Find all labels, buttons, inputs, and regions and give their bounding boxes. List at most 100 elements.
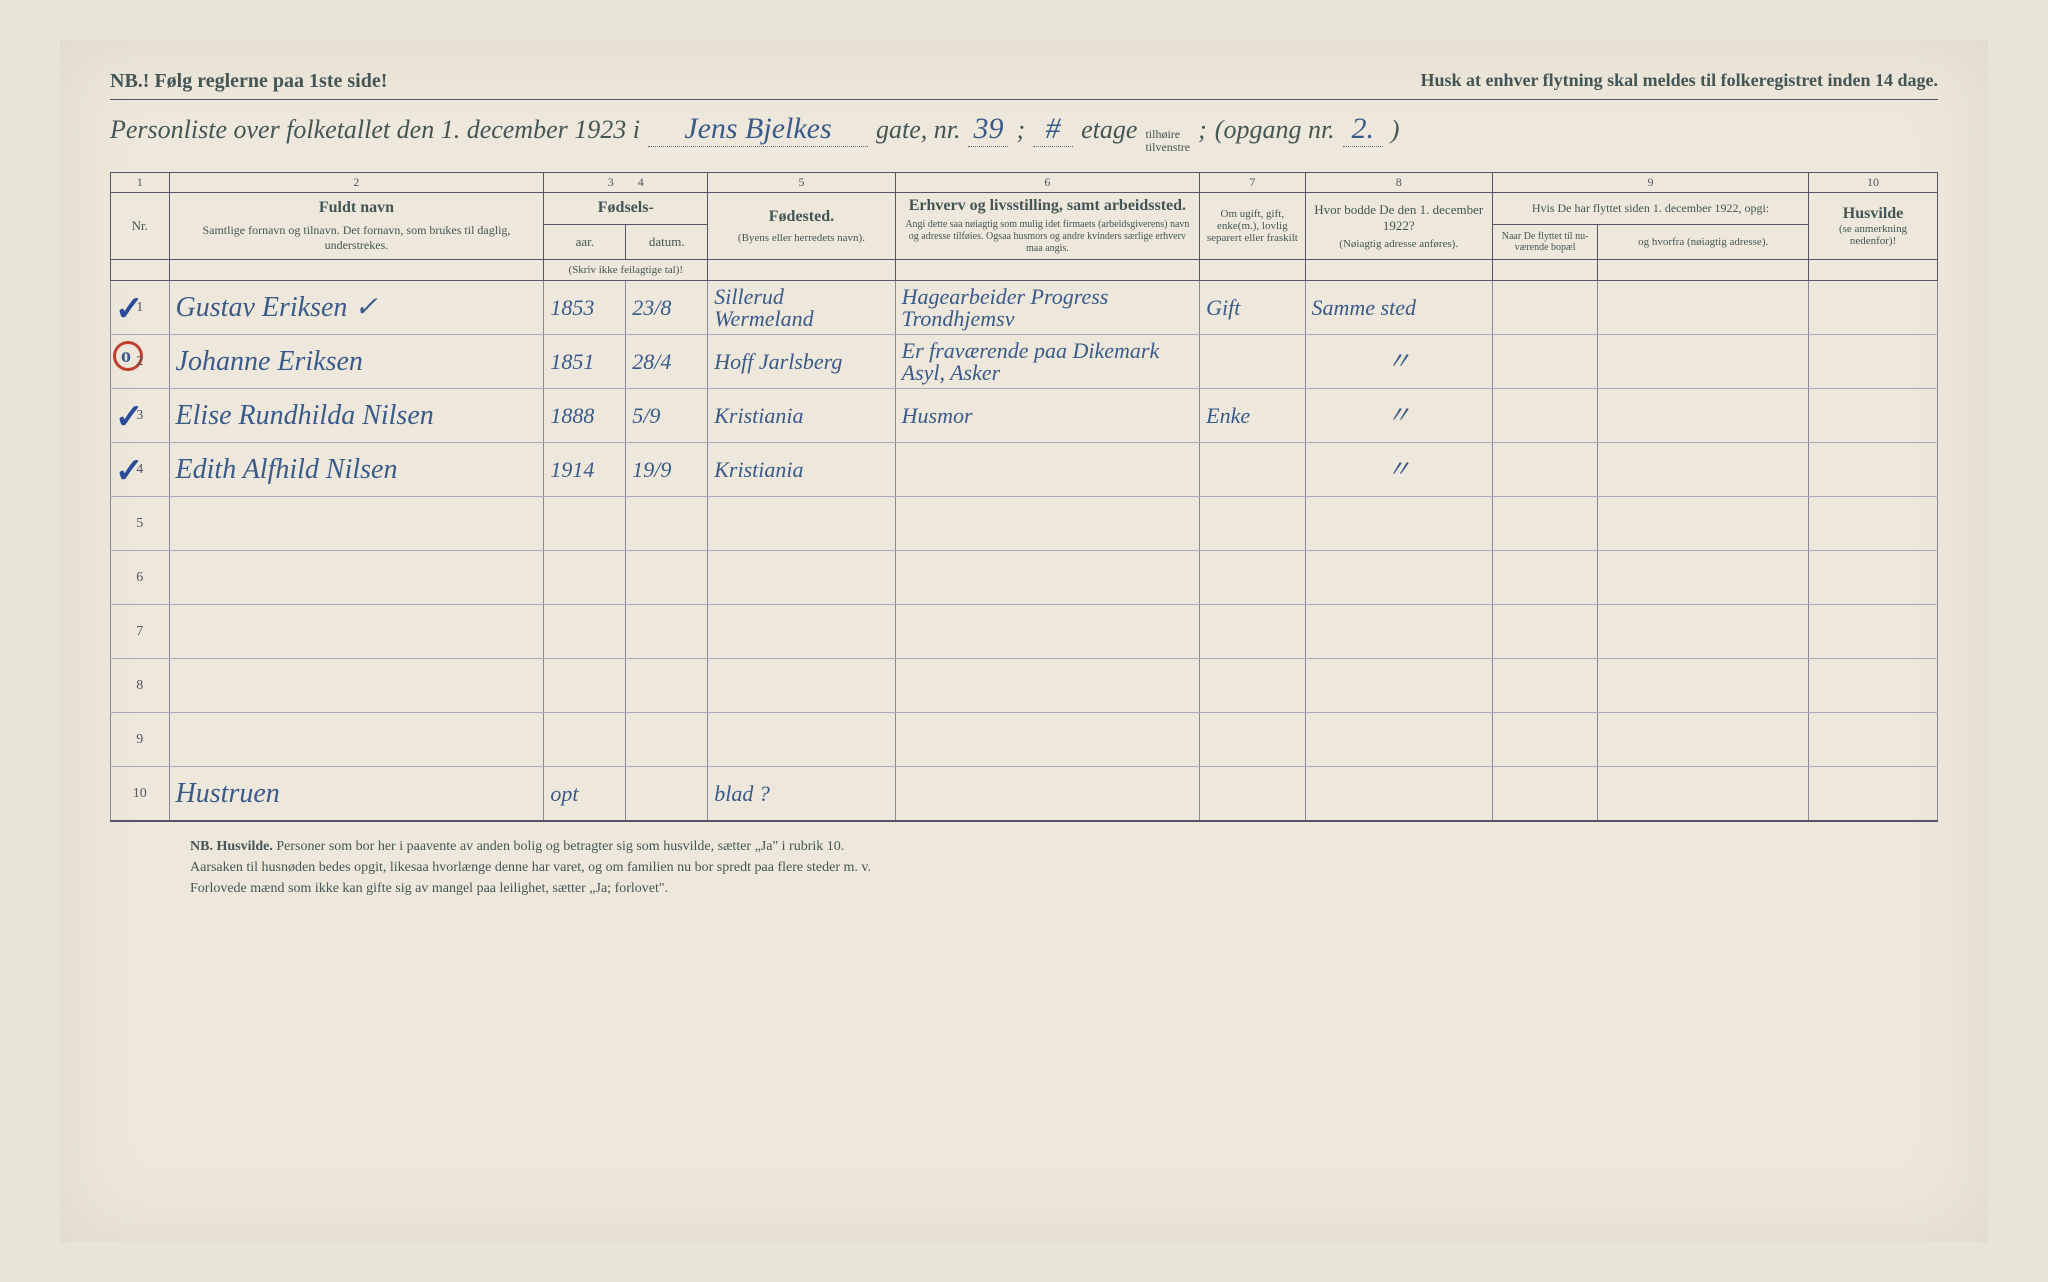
- cell-hvorfra: [1598, 335, 1809, 389]
- cell-status: [1200, 767, 1305, 821]
- table-row: 7: [111, 605, 1938, 659]
- cell-date: [626, 659, 708, 713]
- gate-nr: 39: [968, 112, 1008, 147]
- cell-nr: 5: [111, 497, 170, 551]
- cell-date: 19/9: [626, 443, 708, 497]
- cell-hvorfra: [1598, 551, 1809, 605]
- close-paren: ): [1391, 115, 1400, 145]
- cell-birthplace: Kristiania: [708, 443, 895, 497]
- cell-husvilde: [1809, 659, 1938, 713]
- cell-date: [626, 713, 708, 767]
- cell-status: [1200, 713, 1305, 767]
- header-hvorfra: og hvorfra (nøiagtig adresse).: [1598, 224, 1809, 260]
- cell-hvorfra: [1598, 713, 1809, 767]
- cell-year: 1851: [544, 335, 626, 389]
- cell-addr1922: Samme sted: [1305, 281, 1492, 335]
- cell-naar: [1492, 659, 1597, 713]
- header-name: Fuldt navn Samtlige fornavn og tilnavn. …: [169, 193, 544, 260]
- cell-birthplace: [708, 659, 895, 713]
- cell-husvilde: [1809, 497, 1938, 551]
- cell-year: 1914: [544, 443, 626, 497]
- cell-occupation: [895, 551, 1200, 605]
- cell-occupation: [895, 767, 1200, 821]
- table-row: 5: [111, 497, 1938, 551]
- etage-label: etage: [1081, 115, 1137, 145]
- cell-birthplace: [708, 497, 895, 551]
- cell-addr1922: [1305, 767, 1492, 821]
- table-row: ✓1Gustav Eriksen ✓185323/8Sillerud Werme…: [111, 281, 1938, 335]
- cell-husvilde: [1809, 443, 1938, 497]
- cell-year: [544, 713, 626, 767]
- opgang-nr: 2.: [1343, 112, 1383, 147]
- table-row: 8: [111, 659, 1938, 713]
- cell-birthplace: Kristiania: [708, 389, 895, 443]
- etage-cross: #: [1033, 112, 1073, 147]
- header-fodsels-sub: (Skriv ikke feilagtige tal)!: [544, 260, 708, 281]
- table-header: 1 2 3 4 5 6 7 8 9 10 Nr. Fuldt navn Samt…: [111, 173, 1938, 281]
- title-prefix: Personliste over folketallet den 1. dece…: [110, 115, 640, 145]
- cell-name: Johanne Eriksen: [169, 335, 544, 389]
- cell-birthplace: [708, 713, 895, 767]
- cell-naar: [1492, 551, 1597, 605]
- cell-year: [544, 659, 626, 713]
- colnum-2: 2: [169, 173, 544, 193]
- cell-nr: ✓1: [111, 281, 170, 335]
- title-line: Personliste over folketallet den 1. dece…: [110, 112, 1938, 154]
- cell-year: 1888: [544, 389, 626, 443]
- cell-occupation: Hagearbeider Progress Trondhjemsv: [895, 281, 1200, 335]
- cell-name: Hustruen: [169, 767, 544, 821]
- sep1: ;: [1016, 115, 1025, 145]
- cell-hvorfra: [1598, 605, 1809, 659]
- cell-addr1922: [1305, 497, 1492, 551]
- header-datum: datum.: [626, 224, 708, 260]
- cell-date: [626, 767, 708, 821]
- colnum-8: 8: [1305, 173, 1492, 193]
- cell-occupation: [895, 713, 1200, 767]
- cell-year: [544, 551, 626, 605]
- cell-hvorfra: [1598, 443, 1809, 497]
- nb-instruction: NB.! Følg reglerne paa 1ste side!: [110, 70, 387, 93]
- cell-name: Gustav Eriksen ✓: [169, 281, 544, 335]
- cell-birthplace: Sillerud Wermeland: [708, 281, 895, 335]
- cell-birthplace: Hoff Jarlsberg: [708, 335, 895, 389]
- cell-status: Enke: [1200, 389, 1305, 443]
- table-body: ✓1Gustav Eriksen ✓185323/8Sillerud Werme…: [111, 281, 1938, 821]
- top-header-row: NB.! Følg reglerne paa 1ste side! Husk a…: [110, 70, 1938, 100]
- cell-husvilde: [1809, 767, 1938, 821]
- cell-date: [626, 605, 708, 659]
- cell-husvilde: [1809, 389, 1938, 443]
- header-erhverv: Erhverv og livsstilling, samt arbeidsste…: [895, 193, 1200, 260]
- cell-name: Edith Alfhild Nilsen: [169, 443, 544, 497]
- cell-status: Gift: [1200, 281, 1305, 335]
- cell-nr: 8: [111, 659, 170, 713]
- cell-occupation: [895, 605, 1200, 659]
- cell-naar: [1492, 389, 1597, 443]
- cell-naar: [1492, 713, 1597, 767]
- cell-name: [169, 659, 544, 713]
- colnum-6: 6: [895, 173, 1200, 193]
- cell-nr: ✓4: [111, 443, 170, 497]
- cell-occupation: [895, 443, 1200, 497]
- cell-status: [1200, 659, 1305, 713]
- colnum-34: 3 4: [544, 173, 708, 193]
- sep2: ;: [1198, 115, 1207, 145]
- cell-status: [1200, 551, 1305, 605]
- footer-notes: NB. Husvilde. Personer som bor her i paa…: [110, 836, 1938, 899]
- cell-nr: o2: [111, 335, 170, 389]
- footer-line1: NB. Husvilde. Personer som bor her i paa…: [190, 836, 1858, 857]
- street-name: Jens Bjelkes: [648, 112, 868, 147]
- header-fodsels: Fødsels-: [544, 193, 708, 224]
- cell-addr1922: 〃: [1305, 443, 1492, 497]
- cell-year: 1853: [544, 281, 626, 335]
- cell-nr: 10: [111, 767, 170, 821]
- colnum-1: 1: [111, 173, 170, 193]
- cell-naar: [1492, 605, 1597, 659]
- cell-status: [1200, 497, 1305, 551]
- cell-status: [1200, 605, 1305, 659]
- cell-name: [169, 497, 544, 551]
- cell-occupation: [895, 659, 1200, 713]
- header-nr: Nr.: [111, 193, 170, 260]
- cell-occupation: [895, 497, 1200, 551]
- cell-husvilde: [1809, 551, 1938, 605]
- table-row: 10Hustruenoptblad ?: [111, 767, 1938, 821]
